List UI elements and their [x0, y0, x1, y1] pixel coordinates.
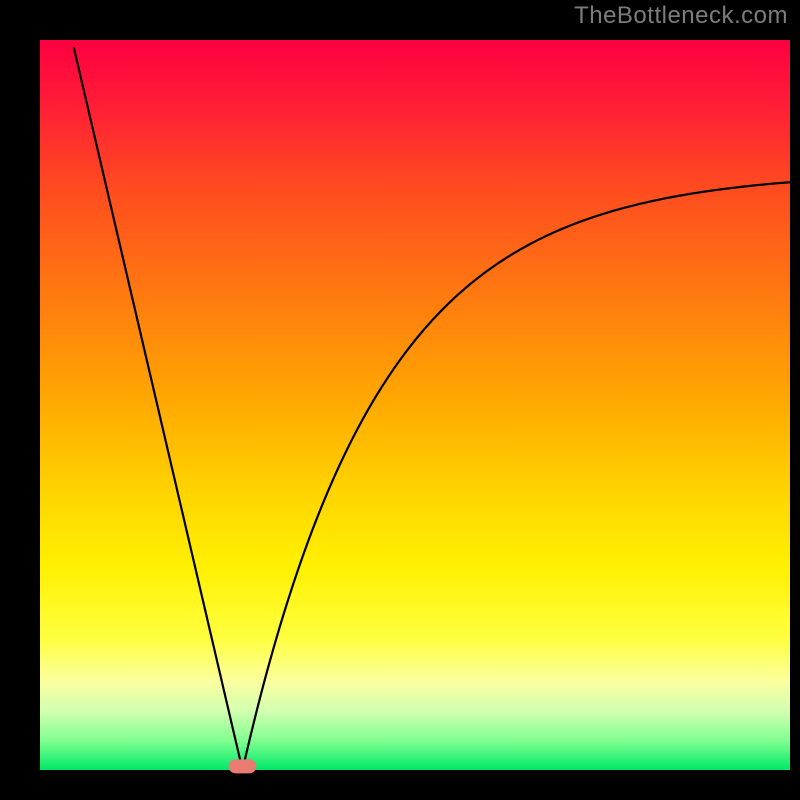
bottleneck-chart	[0, 0, 800, 800]
chart-container: TheBottleneck.com	[0, 0, 800, 800]
chart-background-gradient	[40, 40, 790, 770]
optimal-point-marker	[229, 759, 257, 773]
watermark-text: TheBottleneck.com	[574, 2, 788, 30]
